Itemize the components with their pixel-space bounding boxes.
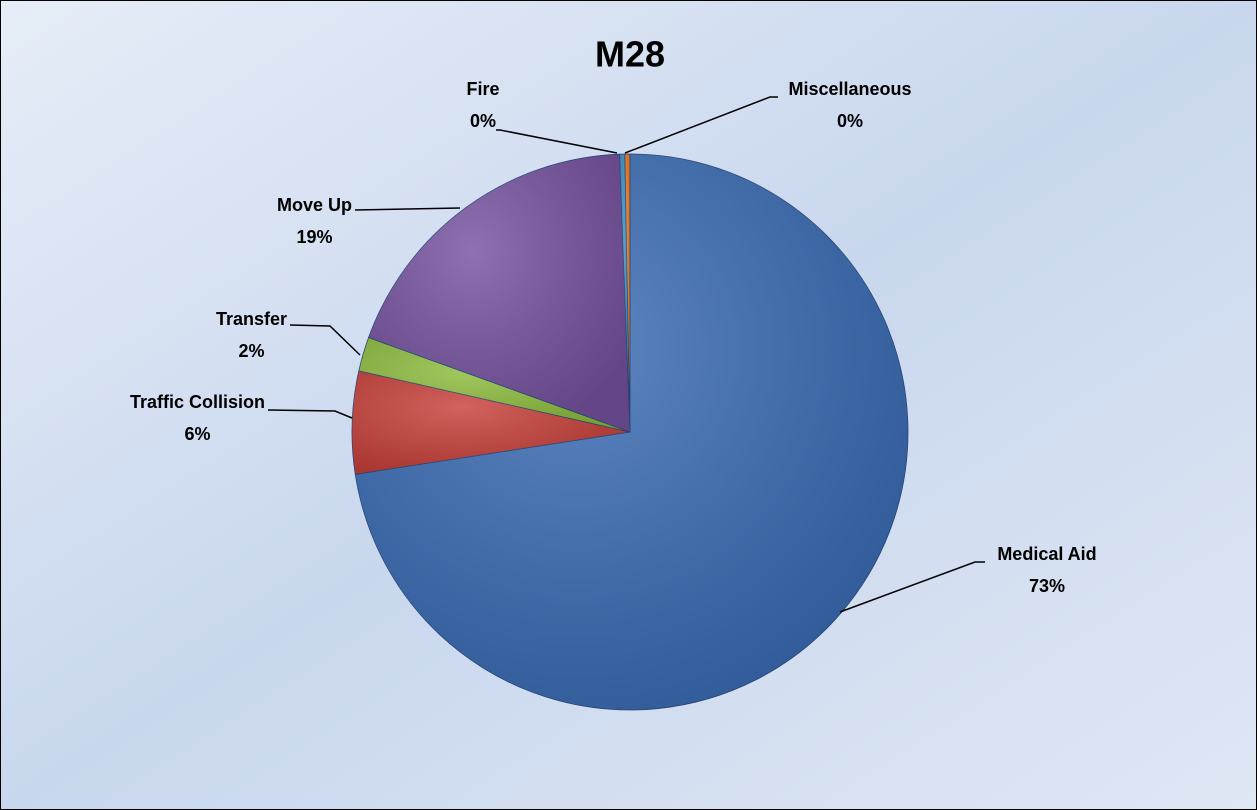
slice-value-label: 73%: [1029, 576, 1065, 596]
slice-label: Medical Aid: [997, 544, 1096, 564]
slice-label: Move Up: [277, 195, 352, 215]
leader-line: [289, 324, 361, 356]
slice-label: Transfer: [216, 309, 287, 329]
leader-line: [624, 96, 778, 154]
leader-line: [496, 129, 618, 154]
leader-line: [267, 409, 353, 419]
chart-title: M28: [595, 34, 665, 75]
slice-value-label: 0%: [470, 111, 496, 131]
leader-line: [839, 561, 985, 613]
slice-value-label: 6%: [184, 424, 210, 444]
slice-label: Miscellaneous: [788, 79, 911, 99]
slice-label: Fire: [466, 79, 499, 99]
slice-value-label: 19%: [296, 227, 332, 247]
leader-line: [354, 207, 461, 211]
slice-value-label: 0%: [837, 111, 863, 131]
slice-label: Traffic Collision: [130, 392, 265, 412]
slice-value-label: 2%: [238, 341, 264, 361]
